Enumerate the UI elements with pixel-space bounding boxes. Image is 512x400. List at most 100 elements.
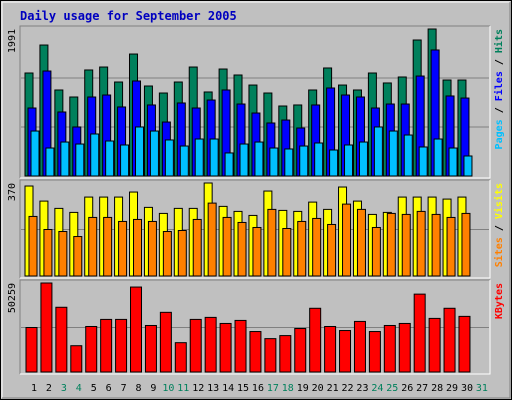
x-tick-label: 10: [162, 383, 174, 394]
bar: [60, 141, 70, 177]
x-tick-label: 8: [135, 383, 141, 394]
bar: [118, 220, 128, 277]
bar: [28, 215, 38, 277]
bar: [356, 208, 366, 277]
bar: [309, 307, 322, 373]
bar: [219, 322, 232, 373]
legend-separator: /: [494, 219, 505, 237]
x-tick-label: 24: [371, 383, 383, 394]
bar: [115, 318, 128, 373]
bar: [294, 328, 307, 373]
bar: [249, 331, 262, 373]
x-tick-label: 27: [416, 383, 428, 394]
bar: [267, 208, 277, 277]
bar: [130, 286, 143, 373]
bar: [174, 342, 187, 373]
bar: [88, 216, 98, 277]
bar: [209, 138, 219, 177]
bar: [103, 216, 113, 277]
x-tick-label: 26: [401, 383, 413, 394]
bar: [105, 140, 115, 177]
bar: [443, 307, 456, 373]
x-tick-label: 17: [267, 383, 279, 394]
bar: [164, 139, 174, 177]
bar: [133, 218, 143, 277]
x-tick-label: 3: [61, 383, 67, 394]
bar: [403, 134, 413, 177]
legend: KBytes: [494, 283, 505, 319]
legend-separator: /: [494, 101, 505, 119]
x-tick-label: 13: [207, 383, 219, 394]
bar: [418, 146, 428, 177]
bar: [446, 216, 456, 277]
bar: [192, 218, 202, 277]
bar: [463, 155, 473, 177]
bar: [135, 126, 145, 177]
bar: [234, 319, 247, 373]
bar: [264, 338, 277, 373]
panel-bevel-dark: [19, 25, 490, 178]
bar: [433, 138, 443, 177]
bar: [398, 322, 411, 373]
bar: [147, 220, 157, 277]
legend-separator: /: [494, 53, 505, 71]
bar: [224, 152, 234, 177]
bar: [30, 130, 40, 177]
x-tick-label: 25: [386, 383, 398, 394]
bar: [189, 318, 202, 373]
bar: [70, 345, 83, 373]
x-tick-label: 1: [31, 383, 37, 394]
bar: [342, 203, 352, 277]
bar: [269, 147, 279, 177]
bar: [312, 217, 322, 277]
bar: [431, 213, 441, 277]
bar: [25, 326, 38, 373]
bar: [207, 202, 217, 277]
bar: [353, 320, 366, 373]
x-tick-label: 20: [312, 383, 324, 394]
bar: [159, 311, 172, 373]
bar: [120, 144, 130, 177]
x-tick-label: 28: [431, 383, 443, 394]
bar: [324, 325, 337, 373]
bar: [45, 147, 55, 177]
x-tick-label: 19: [297, 383, 309, 394]
bar: [386, 212, 396, 277]
x-tick-label: 7: [121, 383, 127, 394]
x-tick-label: 31: [476, 383, 488, 394]
x-tick-label: 30: [461, 383, 473, 394]
bar: [401, 213, 411, 277]
bar: [329, 149, 339, 177]
legend-entry: KBytes: [494, 283, 505, 319]
panel-bevel-light: [20, 280, 491, 375]
legend-entry: Visits: [493, 183, 505, 219]
bar: [371, 226, 381, 277]
x-tick-label: 15: [237, 383, 249, 394]
bar: [373, 126, 383, 177]
x-tick-label: 29: [446, 383, 458, 394]
bar: [284, 148, 294, 177]
bar: [40, 282, 53, 373]
bar: [85, 325, 98, 373]
bar: [58, 231, 68, 277]
bar: [149, 130, 159, 177]
x-tick-label: 4: [76, 383, 82, 394]
bar: [344, 144, 354, 177]
bar: [383, 324, 396, 373]
x-tick-label: 16: [252, 383, 264, 394]
x-tick-label: 21: [327, 383, 339, 394]
bar: [100, 318, 113, 373]
bar: [448, 147, 458, 177]
panel-bevel-light: [20, 180, 491, 279]
x-tick-label: 6: [106, 383, 112, 394]
bar: [194, 138, 204, 177]
panel-bevel-dark: [19, 179, 490, 278]
x-tick-label: 12: [192, 383, 204, 394]
bar: [279, 335, 292, 373]
bar: [358, 141, 368, 177]
x-tick-label: 23: [356, 383, 368, 394]
bar: [237, 221, 247, 277]
bar: [75, 143, 85, 177]
bar: [461, 212, 471, 277]
